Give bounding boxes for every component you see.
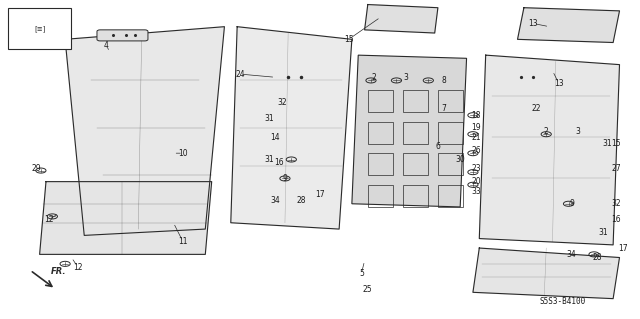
- Text: 16: 16: [611, 215, 621, 224]
- Text: 17: 17: [315, 190, 325, 199]
- Text: FR.: FR.: [51, 267, 66, 276]
- Text: 1: 1: [15, 19, 20, 28]
- Text: 21: 21: [472, 133, 481, 142]
- Text: 10: 10: [178, 149, 188, 158]
- Text: 34: 34: [271, 196, 280, 205]
- Text: 8: 8: [442, 76, 447, 85]
- Text: 31: 31: [599, 228, 609, 237]
- Text: 19: 19: [471, 123, 481, 132]
- Polygon shape: [65, 27, 225, 235]
- Text: 11: 11: [179, 237, 188, 246]
- Text: 17: 17: [618, 243, 627, 253]
- Text: 27: 27: [611, 165, 621, 174]
- Text: 9: 9: [569, 199, 574, 208]
- Text: 15: 15: [344, 35, 353, 44]
- Polygon shape: [473, 248, 620, 299]
- Text: 31: 31: [602, 139, 612, 148]
- Text: 30: 30: [455, 155, 465, 164]
- Text: 23: 23: [471, 165, 481, 174]
- Text: S5S3-B4100: S5S3-B4100: [539, 297, 585, 306]
- Text: 25: 25: [363, 285, 372, 294]
- Text: 9: 9: [282, 174, 287, 183]
- Text: 32: 32: [611, 199, 621, 208]
- Text: 13: 13: [529, 19, 538, 28]
- Text: 5: 5: [359, 269, 364, 278]
- Text: 12: 12: [73, 263, 83, 271]
- Text: 31: 31: [264, 114, 274, 123]
- Text: 26: 26: [471, 145, 481, 154]
- Text: 12: 12: [44, 215, 54, 224]
- Text: 34: 34: [567, 250, 577, 259]
- FancyBboxPatch shape: [97, 30, 148, 41]
- Text: 2: 2: [544, 127, 548, 136]
- Text: 7: 7: [442, 104, 447, 113]
- Text: 18: 18: [472, 111, 481, 120]
- Text: [≡]: [≡]: [34, 25, 45, 32]
- Text: 28: 28: [296, 196, 306, 205]
- Polygon shape: [40, 182, 212, 254]
- Text: 28: 28: [593, 253, 602, 262]
- Text: 2: 2: [372, 73, 376, 82]
- Text: 31: 31: [264, 155, 274, 164]
- Polygon shape: [479, 55, 620, 245]
- Polygon shape: [231, 27, 352, 229]
- Text: 33: 33: [471, 187, 481, 196]
- Polygon shape: [518, 8, 620, 42]
- Text: 14: 14: [271, 133, 280, 142]
- Text: 29: 29: [31, 165, 41, 174]
- Text: 20: 20: [471, 177, 481, 186]
- FancyBboxPatch shape: [8, 8, 72, 49]
- Text: 3: 3: [575, 127, 580, 136]
- Text: 3: 3: [404, 73, 408, 82]
- Polygon shape: [352, 55, 467, 207]
- Text: 22: 22: [532, 104, 541, 113]
- Text: 24: 24: [236, 70, 245, 78]
- Text: 13: 13: [554, 79, 564, 88]
- Text: 6: 6: [435, 142, 440, 151]
- Text: 15: 15: [611, 139, 621, 148]
- Polygon shape: [365, 4, 438, 33]
- Text: 4: 4: [104, 41, 109, 50]
- Text: 32: 32: [277, 98, 287, 107]
- Text: 16: 16: [274, 158, 284, 167]
